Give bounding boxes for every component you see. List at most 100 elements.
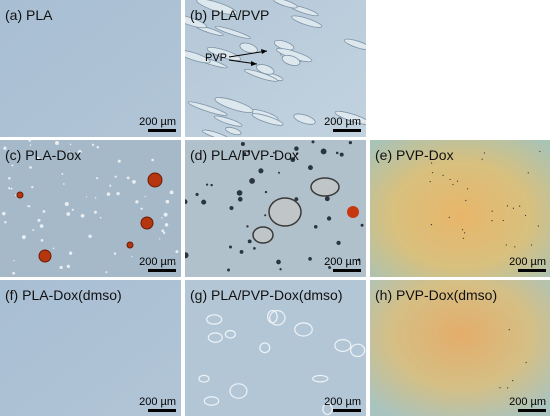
panel: (f) PLA-Dox(dmso) 200 µm xyxy=(0,280,181,416)
scale-bar-label: 200 µm xyxy=(324,116,361,128)
speck xyxy=(162,231,166,235)
panel-label: (c) PLA-Dox xyxy=(5,147,81,163)
pvp-streak xyxy=(201,129,230,137)
speck xyxy=(66,264,71,269)
scale-bar-label: 200 µm xyxy=(139,396,176,408)
pore xyxy=(236,190,243,196)
speck xyxy=(68,151,71,153)
panel-label: (d) PLA/PVP-Dox xyxy=(190,147,299,163)
pore xyxy=(294,197,299,202)
pvp-streak xyxy=(251,113,284,126)
speck xyxy=(94,196,97,199)
pore xyxy=(360,223,364,227)
scale-bar xyxy=(333,129,361,132)
annotation: PVP xyxy=(205,52,227,64)
speck xyxy=(91,143,95,146)
speck xyxy=(126,176,130,180)
panel-label: (a) PLA xyxy=(5,7,53,23)
pore xyxy=(324,196,330,202)
droplet xyxy=(203,396,220,406)
pvp-streak xyxy=(344,38,366,51)
pvp-streak xyxy=(273,0,298,9)
panel-label: (h) PVP-Dox(dmso) xyxy=(375,287,497,303)
speck xyxy=(431,162,433,164)
speck xyxy=(140,207,143,211)
pvp-streak xyxy=(293,113,316,125)
speck xyxy=(63,183,65,185)
speck xyxy=(465,199,467,202)
speck xyxy=(14,194,17,197)
pvp-streak xyxy=(225,126,242,136)
speck xyxy=(36,156,40,160)
pore xyxy=(253,246,256,250)
speck xyxy=(69,143,72,146)
pore xyxy=(357,258,361,262)
speck xyxy=(508,329,510,331)
speck xyxy=(442,174,444,176)
speck xyxy=(39,224,44,228)
speck xyxy=(537,225,539,227)
speck xyxy=(28,140,32,142)
speck xyxy=(99,216,102,219)
pore xyxy=(311,140,315,144)
pore xyxy=(185,199,188,205)
pore xyxy=(290,157,296,163)
speck xyxy=(151,158,154,162)
speck xyxy=(135,200,139,204)
pore xyxy=(228,245,233,249)
speck xyxy=(483,152,486,154)
scale-bar-label: 200 µm xyxy=(324,256,361,268)
speck xyxy=(430,224,433,226)
scale-bar xyxy=(333,269,361,272)
pvp-streak xyxy=(206,46,242,61)
scale-bar xyxy=(518,409,546,412)
drug-crystal xyxy=(140,216,154,230)
pore xyxy=(278,171,281,174)
pore xyxy=(308,257,312,261)
panel-label: (f) PLA-Dox(dmso) xyxy=(5,287,122,303)
speck xyxy=(29,144,32,146)
pvp-streak xyxy=(291,15,323,28)
speck xyxy=(527,172,529,174)
speck xyxy=(3,146,7,150)
speck xyxy=(93,210,97,214)
arrow xyxy=(228,50,268,58)
panel: (c) PLA-Dox 200 µm xyxy=(0,140,181,277)
pore xyxy=(348,141,352,145)
pore xyxy=(242,152,247,156)
pore xyxy=(264,214,267,217)
panel-label: (b) PLA/PVP xyxy=(190,7,269,23)
pore xyxy=(328,266,332,269)
droplet xyxy=(312,374,329,383)
pvp-streak xyxy=(334,110,366,125)
scale-bar-label: 200 µm xyxy=(509,396,546,408)
drug-crystal xyxy=(16,191,24,199)
speck xyxy=(539,150,541,153)
speck xyxy=(452,183,454,186)
speck xyxy=(13,259,15,262)
droplet xyxy=(224,329,236,339)
speck xyxy=(173,260,177,263)
speck xyxy=(481,158,483,160)
micrograph xyxy=(0,140,181,277)
pore xyxy=(249,178,255,184)
speck xyxy=(114,175,117,178)
micrograph xyxy=(0,0,181,137)
speck xyxy=(131,255,133,258)
speck xyxy=(116,191,120,196)
speck xyxy=(21,235,26,240)
speck xyxy=(88,234,92,238)
pvp-streak xyxy=(185,49,211,64)
speck xyxy=(117,159,121,163)
pvp-streak xyxy=(243,69,278,82)
speck xyxy=(161,217,163,219)
scale-bar xyxy=(148,129,176,132)
droplet xyxy=(252,226,274,244)
speck xyxy=(29,166,32,169)
scale-bar-label: 200 µm xyxy=(139,116,176,128)
speck xyxy=(78,149,82,154)
droplet xyxy=(267,309,278,324)
droplet xyxy=(206,314,223,325)
speck xyxy=(132,179,136,184)
pvp-streak xyxy=(214,97,254,113)
